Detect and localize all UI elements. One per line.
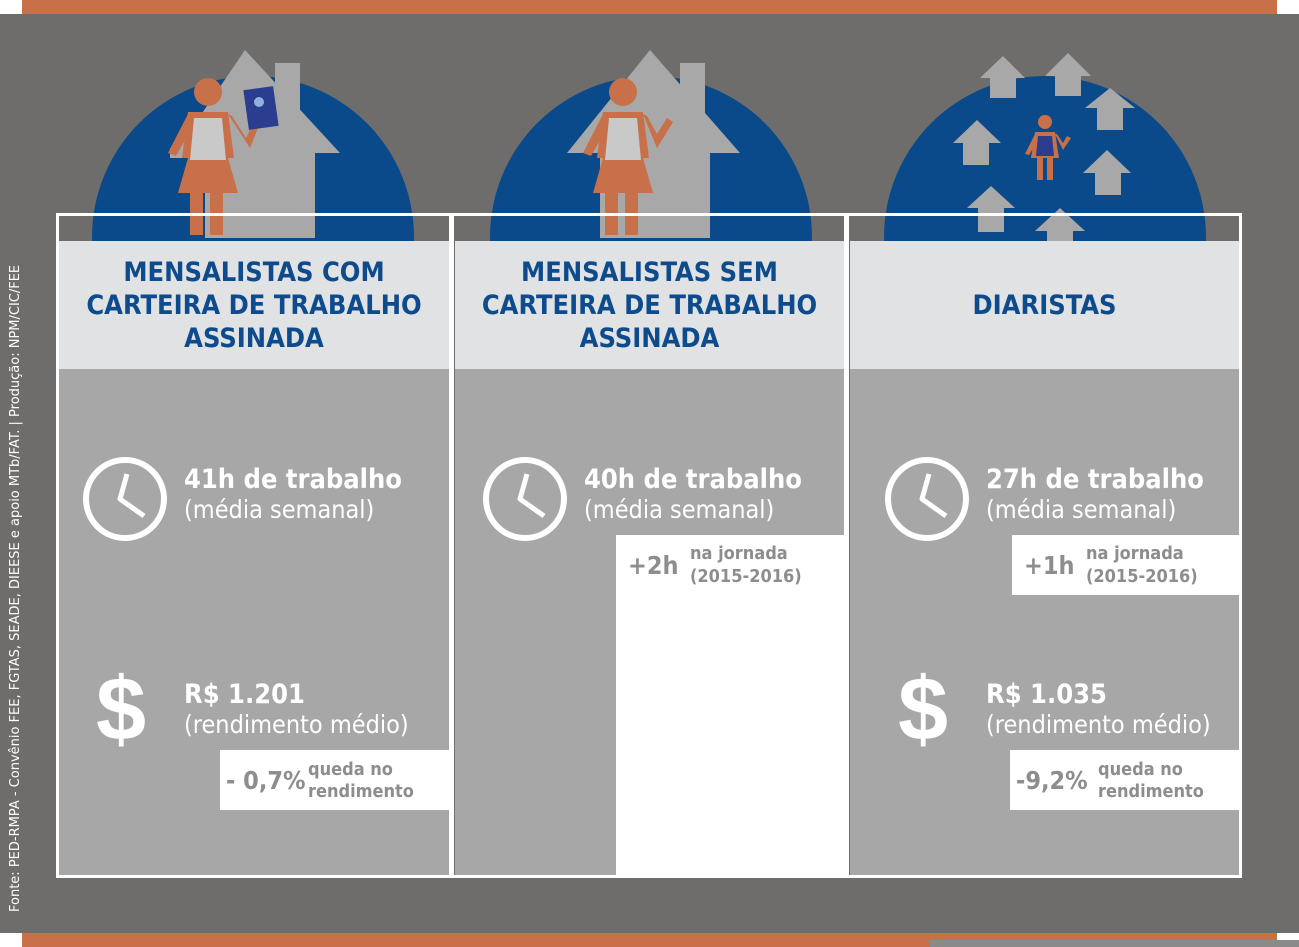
income-value: R$ 1.035	[986, 679, 1107, 710]
title-line: CARTEIRA DE TRABALHO	[86, 289, 422, 321]
table-frame	[56, 213, 1242, 878]
income-change-value: - 0,7%	[226, 766, 306, 795]
column-1-title: MENSALISTAS COM CARTEIRA DE TRABALHO ASS…	[59, 241, 449, 369]
top-accent-bar	[22, 0, 1277, 14]
title-line: ASSINADA	[579, 322, 720, 354]
dollar-icon: $	[96, 660, 147, 760]
income-change-label-2: rendimento	[308, 781, 414, 802]
woman-among-houses-icon	[953, 53, 1135, 251]
income-change-label-1: queda no	[308, 759, 393, 780]
column-3-income: R$ 1.035 (rendimento médio)	[986, 679, 1211, 739]
title-line: CARTEIRA DE TRABALHO	[481, 289, 818, 321]
bottom-gray-bar	[930, 940, 1299, 947]
hours-change-label-2: (2015-2016)	[690, 566, 802, 587]
hours-change-label-2: (2015-2016)	[1086, 566, 1198, 587]
column-2-hours-change-badge: +2h na jornada (2015-2016)	[616, 535, 844, 595]
hours-value: 41h de trabalho	[184, 464, 402, 495]
clock-icon	[83, 457, 167, 541]
income-change-label-2: rendimento	[1098, 781, 1204, 802]
hours-change-value: +1h	[1024, 551, 1075, 580]
source-note: Fonte: PED-RMPA - Convênio FEE, FGTAS, S…	[8, 264, 23, 912]
column-3-hours-change-badge: +1h na jornada (2015-2016)	[1012, 535, 1240, 595]
woman-waving-icon	[567, 50, 740, 238]
column-2-hours: 40h de trabalho (média semanal)	[584, 464, 802, 524]
hours-value: 40h de trabalho	[584, 464, 802, 495]
column-divider-1	[449, 213, 454, 878]
income-value: R$ 1.201	[184, 679, 305, 710]
title-line: DIARISTAS	[972, 289, 1117, 321]
hours-value: 27h de trabalho	[986, 464, 1204, 495]
woman-with-work-card-icon	[168, 50, 340, 238]
hours-change-label-1: na jornada	[690, 543, 788, 564]
hours-sub: (média semanal)	[584, 495, 775, 524]
income-change-label-1: queda no	[1098, 759, 1183, 780]
clock-icon	[885, 457, 969, 541]
clock-icon	[483, 457, 567, 541]
title-line: MENSALISTAS SEM	[521, 256, 778, 288]
column-1-hours: 41h de trabalho (média semanal)	[184, 464, 402, 524]
income-sub: (rendimento médio)	[986, 710, 1211, 739]
column-1-income: R$ 1.201 (rendimento médio)	[184, 679, 409, 739]
income-sub: (rendimento médio)	[184, 710, 409, 739]
column-2-title: MENSALISTAS SEM CARTEIRA DE TRABALHO ASS…	[455, 241, 844, 369]
column-1-income-change-badge: - 0,7% queda no rendimento	[220, 750, 449, 810]
column-3-income-change-badge: -9,2% queda no rendimento	[1010, 750, 1240, 810]
title-line: ASSINADA	[184, 322, 324, 354]
column-2-white-block	[616, 535, 844, 875]
column-3-hours: 27h de trabalho (média semanal)	[986, 464, 1204, 524]
hours-sub: (média semanal)	[986, 495, 1177, 524]
income-change-value: -9,2%	[1016, 766, 1088, 795]
hours-change-label-1: na jornada	[1086, 543, 1184, 564]
title-line: MENSALISTAS COM	[123, 256, 385, 288]
column-3-title: DIARISTAS	[850, 241, 1239, 369]
work-card-icon	[243, 86, 279, 130]
houses-icon	[953, 53, 1135, 251]
column-divider-2	[844, 213, 849, 878]
dollar-icon: $	[898, 660, 949, 760]
hours-sub: (média semanal)	[184, 495, 375, 524]
hours-change-value: +2h	[628, 551, 679, 580]
